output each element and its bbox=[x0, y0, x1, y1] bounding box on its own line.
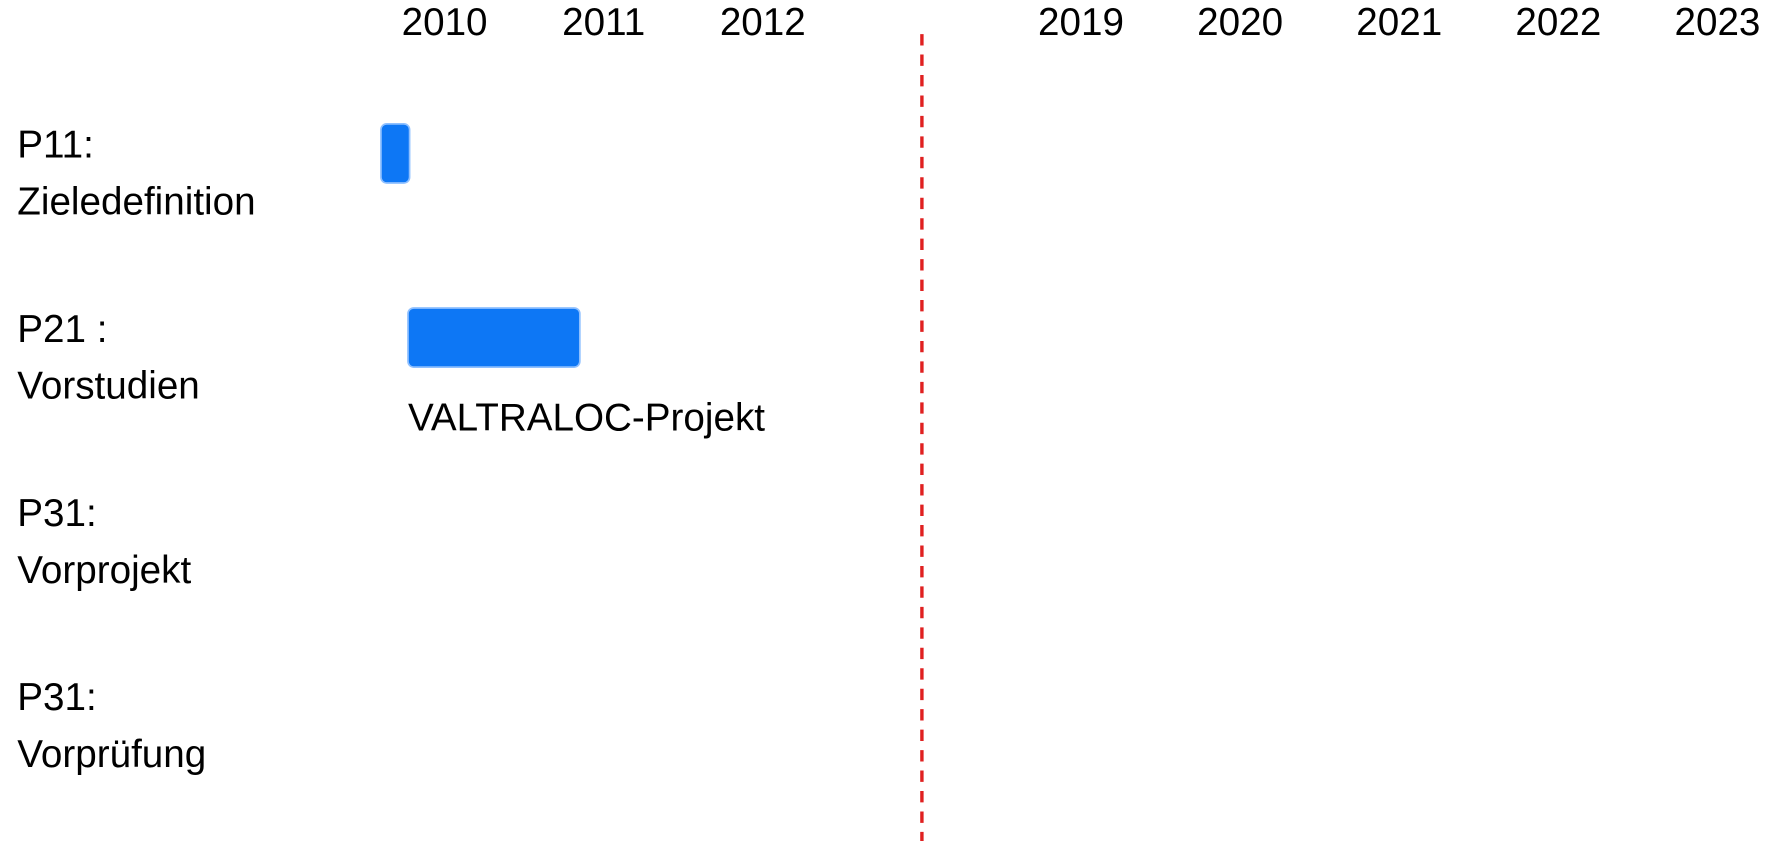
row-label-line: Vorprojekt bbox=[17, 549, 191, 592]
row-label-line: P31: bbox=[17, 676, 96, 719]
x-tick-label: 2019 bbox=[1038, 1, 1124, 44]
x-tick-label: 2012 bbox=[720, 1, 806, 44]
x-tick-label: 2011 bbox=[562, 1, 645, 44]
row-label-line: Zieledefinition bbox=[17, 181, 255, 224]
row-label-line: P21 : bbox=[17, 308, 107, 351]
row-label-line: Vorprüfung bbox=[17, 733, 206, 776]
row-label: P31: Vorprojekt bbox=[17, 492, 191, 592]
bar bbox=[380, 123, 411, 184]
bar bbox=[407, 307, 581, 368]
x-tick-label: 2021 bbox=[1356, 1, 1442, 44]
x-tick-label: 2022 bbox=[1515, 1, 1601, 44]
x-tick-label: 2020 bbox=[1197, 1, 1283, 44]
annotation: VALTRALOC-Projekt bbox=[408, 397, 765, 440]
x-tick-label: 2023 bbox=[1674, 1, 1760, 44]
row-label-line: Vorstudien bbox=[17, 365, 200, 408]
x-tick-label: 2010 bbox=[402, 1, 488, 44]
row-label-line: P11: bbox=[17, 124, 94, 167]
row-label-line: P31: bbox=[17, 492, 96, 535]
row-label: P21 : Vorstudien bbox=[17, 308, 200, 408]
row-label: P11: Zieledefinition bbox=[17, 124, 255, 224]
row-label: P31: Vorprüfung bbox=[17, 676, 206, 776]
